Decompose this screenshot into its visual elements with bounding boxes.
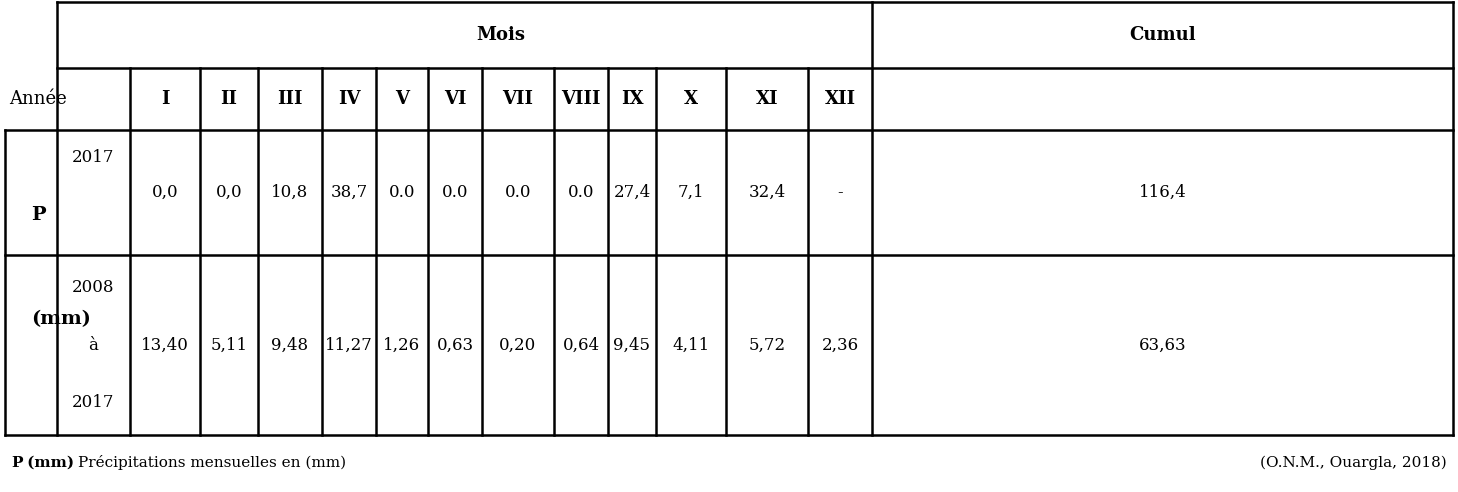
Text: : Précipitations mensuelles en (mm): : Précipitations mensuelles en (mm) — [63, 456, 346, 470]
Text: I: I — [160, 90, 169, 108]
Text: VII: VII — [503, 90, 534, 108]
Text: 4,11: 4,11 — [672, 337, 710, 353]
Text: Année: Année — [9, 90, 67, 108]
Text: 0.0: 0.0 — [389, 184, 416, 201]
Text: X: X — [684, 90, 698, 108]
Text: 0,63: 0,63 — [436, 337, 474, 353]
Text: 0.0: 0.0 — [504, 184, 531, 201]
Text: à: à — [89, 337, 99, 353]
Text: 2017: 2017 — [73, 394, 115, 411]
Text: Mois: Mois — [477, 26, 525, 44]
Text: 0.0: 0.0 — [567, 184, 595, 201]
Text: 0,0: 0,0 — [216, 184, 242, 201]
Text: (mm): (mm) — [31, 310, 90, 328]
Text: 2008: 2008 — [73, 279, 115, 296]
Text: 27,4: 27,4 — [614, 184, 650, 201]
Text: 0,64: 0,64 — [563, 337, 599, 353]
Text: 10,8: 10,8 — [271, 184, 309, 201]
Text: XI: XI — [755, 90, 779, 108]
Text: P: P — [12, 456, 22, 470]
Text: IV: IV — [338, 90, 360, 108]
Text: 0,0: 0,0 — [152, 184, 178, 201]
Text: 2017: 2017 — [73, 150, 115, 166]
Text: 7,1: 7,1 — [678, 184, 704, 201]
Text: 9,45: 9,45 — [614, 337, 650, 353]
Text: 116,4: 116,4 — [1139, 184, 1187, 201]
Text: 2,36: 2,36 — [821, 337, 859, 353]
Text: 5,72: 5,72 — [748, 337, 786, 353]
Text: 32,4: 32,4 — [748, 184, 786, 201]
Text: II: II — [220, 90, 238, 108]
Text: 9,48: 9,48 — [271, 337, 309, 353]
Text: V: V — [395, 90, 410, 108]
Text: 0,20: 0,20 — [500, 337, 537, 353]
Text: IX: IX — [621, 90, 643, 108]
Text: VIII: VIII — [561, 90, 601, 108]
Text: -: - — [837, 184, 843, 201]
Text: P: P — [31, 207, 45, 224]
Text: 63,63: 63,63 — [1139, 337, 1187, 353]
Text: (mm): (mm) — [22, 456, 74, 470]
Text: XII: XII — [824, 90, 856, 108]
Text: 5,11: 5,11 — [210, 337, 248, 353]
Text: (O.N.M., Ouargla, 2018): (O.N.M., Ouargla, 2018) — [1260, 456, 1446, 470]
Text: 38,7: 38,7 — [331, 184, 367, 201]
Text: III: III — [277, 90, 303, 108]
Text: VI: VI — [443, 90, 467, 108]
Text: 0.0: 0.0 — [442, 184, 468, 201]
Text: 13,40: 13,40 — [141, 337, 190, 353]
Text: Cumul: Cumul — [1128, 26, 1196, 44]
Text: 11,27: 11,27 — [325, 337, 373, 353]
Text: 1,26: 1,26 — [383, 337, 420, 353]
